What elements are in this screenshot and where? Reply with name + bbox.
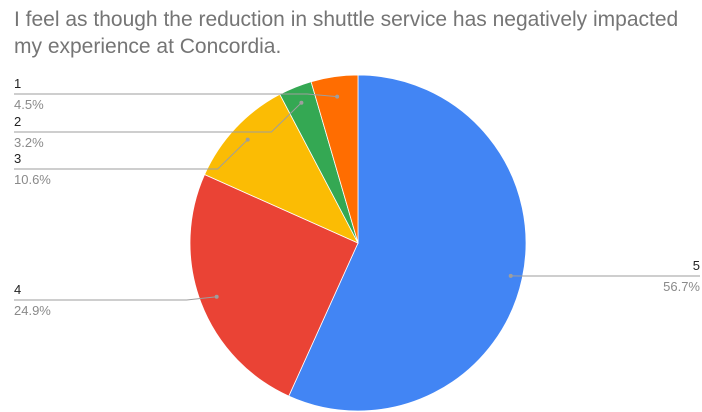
leader-line-3 (14, 139, 249, 170)
leader-line-4 (14, 296, 217, 301)
leader-dot-1 (335, 94, 340, 99)
slice-value-3: 10.6% (14, 172, 51, 187)
slice-value-2: 3.2% (14, 135, 44, 150)
leader-dot-2 (299, 100, 304, 105)
leader-line-1 (14, 93, 338, 98)
slice-label-5: 5 (693, 258, 700, 273)
slice-value-1: 4.5% (14, 97, 44, 112)
leader-dot-4 (214, 294, 219, 299)
slice-label-3: 3 (14, 151, 21, 166)
pie-slice-1 (310, 74, 359, 244)
leader-dot-5 (508, 273, 513, 278)
slice-label-1: 1 (14, 76, 21, 91)
leader-line-2 (14, 102, 302, 133)
chart-title: I feel as though the reduction in shuttl… (14, 8, 679, 58)
pie-slice-3 (204, 93, 359, 244)
slice-value-4: 24.9% (14, 303, 51, 318)
slice-value-5: 56.7% (663, 279, 700, 294)
pie-slice-5 (288, 74, 527, 412)
leader-dot-3 (245, 137, 250, 142)
pie-slice-4 (189, 173, 359, 397)
slice-label-4: 4 (14, 282, 21, 297)
slice-label-2: 2 (14, 114, 21, 129)
